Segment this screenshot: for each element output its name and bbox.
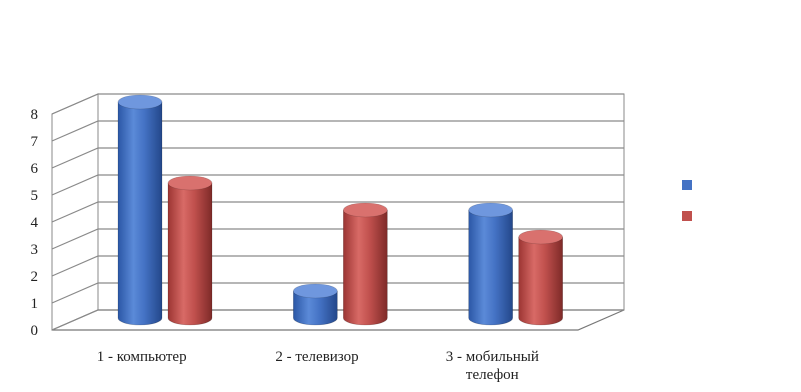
bar-top-normative xyxy=(167,175,213,191)
y-tick-label: 7 xyxy=(31,134,39,150)
gridline xyxy=(51,174,624,196)
gridline xyxy=(51,309,624,331)
bar-top-deviant xyxy=(117,94,163,110)
x-tick-label: 3 - мобильный телефон xyxy=(446,349,539,383)
bar-deviant xyxy=(468,209,513,326)
bar-top-deviant xyxy=(468,202,513,218)
bar-top-normative xyxy=(343,202,388,218)
gridline xyxy=(51,93,624,115)
y-tick-label: 2 xyxy=(31,269,39,285)
y-tick-label: 1 xyxy=(31,296,39,312)
bar-normative xyxy=(343,209,388,326)
y-tick-label: 0 xyxy=(31,323,39,339)
legend-swatch-deviant xyxy=(682,180,692,190)
bar-normative xyxy=(518,236,563,326)
x-tick-label: 2 - телевизор xyxy=(275,349,358,365)
y-tick-label: 5 xyxy=(31,188,39,204)
legend-swatch-normative xyxy=(682,211,692,221)
bar-top-normative xyxy=(518,229,563,245)
x-tick-label: 1 - компьютер xyxy=(97,349,187,365)
gridline xyxy=(51,255,624,277)
gridline xyxy=(51,120,624,142)
bar-deviant xyxy=(293,290,338,326)
bar-top-deviant xyxy=(293,283,338,299)
gridline xyxy=(51,201,624,223)
bar-normative xyxy=(167,182,213,326)
y-tick-label: 6 xyxy=(31,161,39,177)
bars xyxy=(117,94,563,326)
bar-deviant xyxy=(117,101,163,326)
x-axis-labels: 1 - компьютер 2 - телевизор 3 - мобильный т… xyxy=(97,349,539,383)
gridlines xyxy=(51,93,624,331)
gridline xyxy=(51,147,624,169)
y-tick-label: 4 xyxy=(31,215,39,231)
y-tick-label: 8 xyxy=(31,107,39,123)
gridline xyxy=(51,228,624,250)
y-axis-ticks: 0 1 2 3 4 5 6 7 8 xyxy=(31,107,39,339)
y-tick-label: 3 xyxy=(31,242,39,258)
gridline xyxy=(51,282,624,304)
legend xyxy=(682,180,692,221)
